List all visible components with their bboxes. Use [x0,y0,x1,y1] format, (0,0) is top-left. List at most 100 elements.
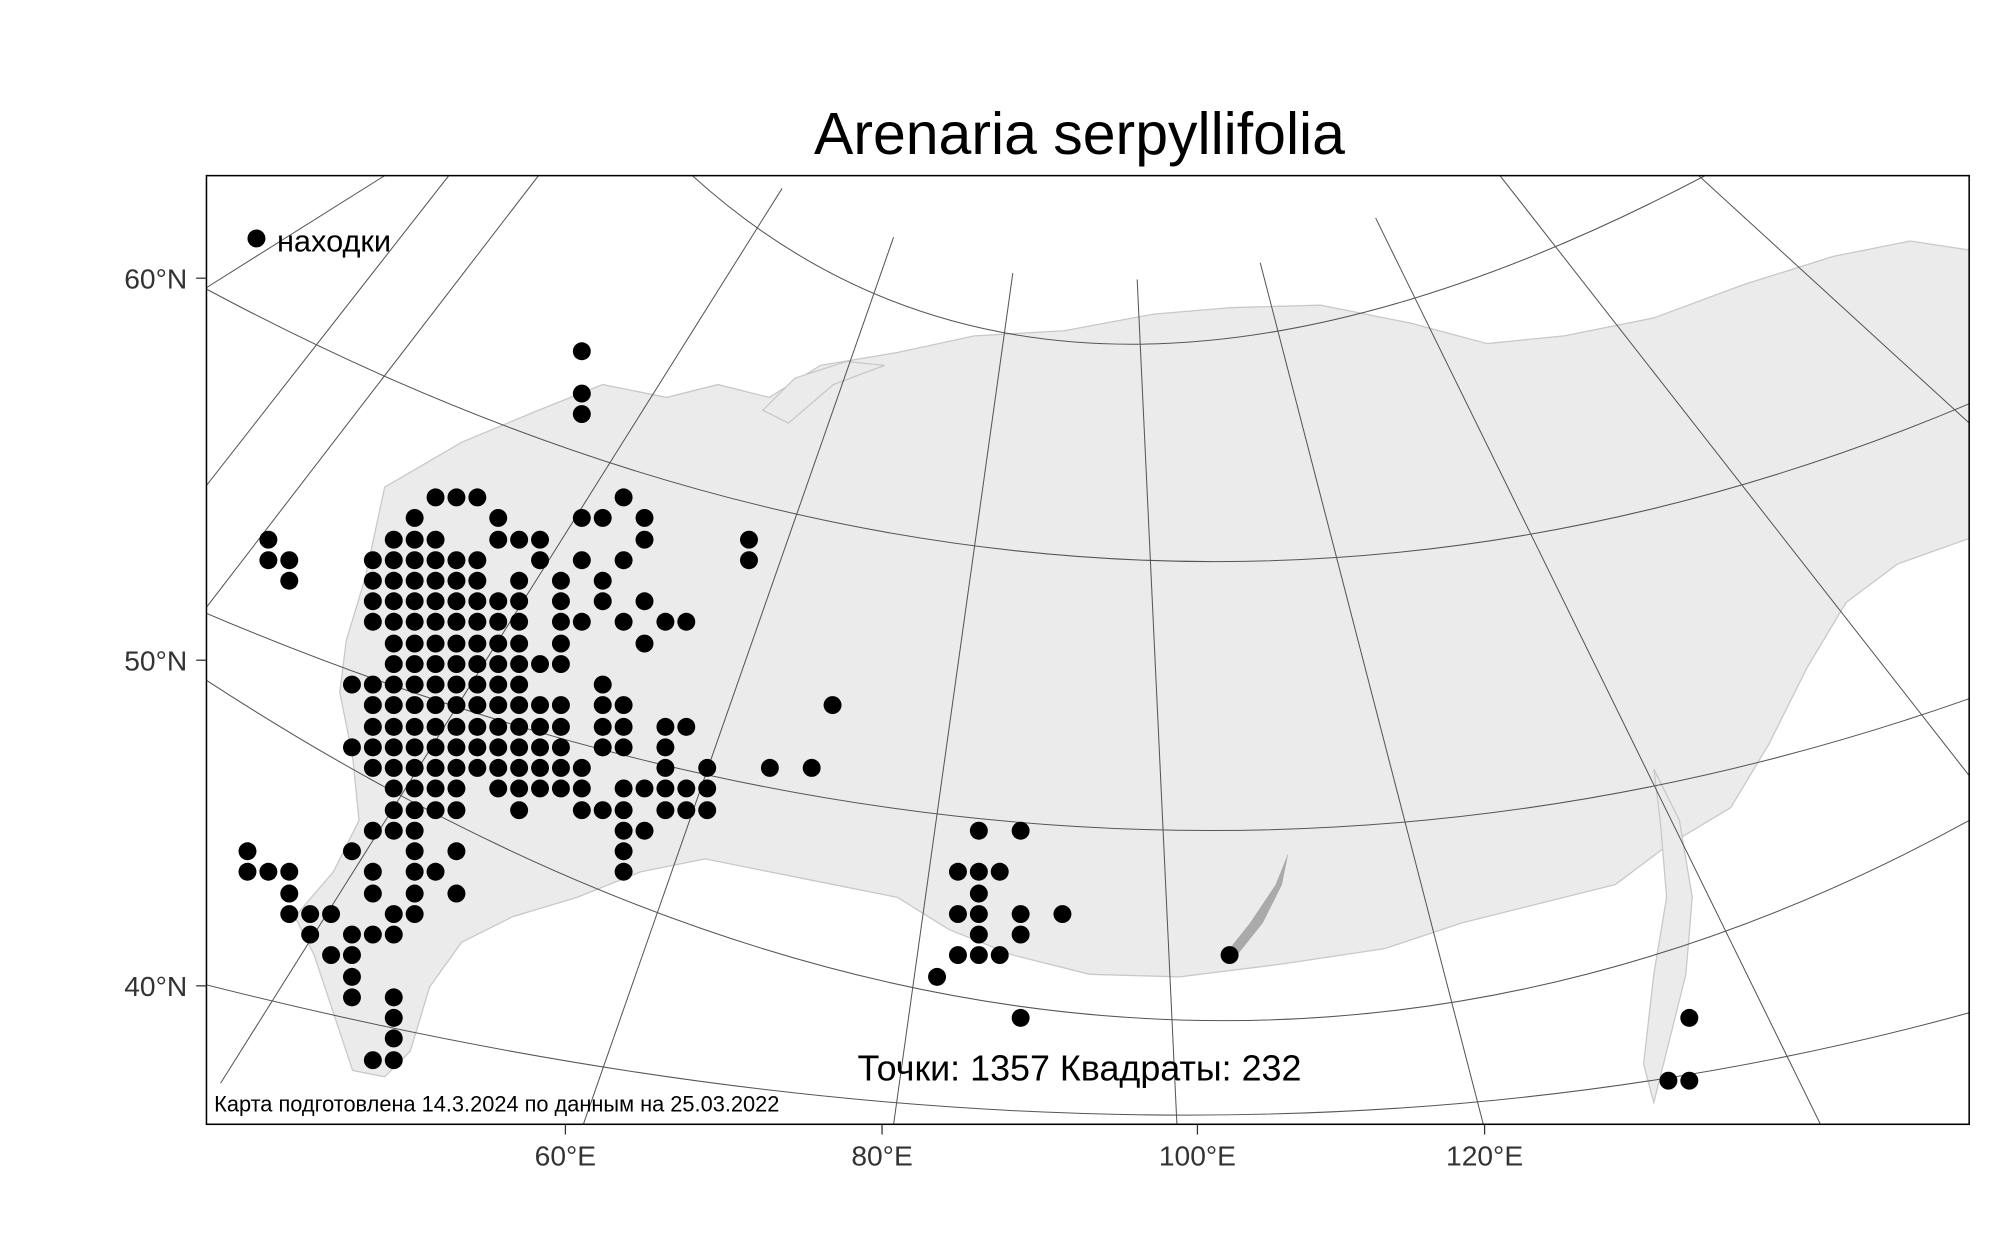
finding-dot [447,884,466,903]
finding-dot [614,821,633,840]
finding-dot [342,946,361,965]
finding-dot [510,738,529,757]
meridian [1259,262,1484,1125]
finding-dot [468,571,487,590]
finding-dot [405,779,424,798]
finding-dot [990,946,1009,965]
finding-dot [510,696,529,715]
finding-dot [510,675,529,694]
finding-dot [280,551,299,570]
finding-dot [468,592,487,611]
finding-dot [677,801,696,820]
finding-dot [656,758,675,777]
finding-dot [447,717,466,736]
finding-dot [468,758,487,777]
finding-dot [405,738,424,757]
finding-dot [551,571,570,590]
finding-dot [614,488,633,507]
finding-dot [572,612,591,631]
legend-label: находки [277,223,391,258]
findings [238,342,1699,1090]
meridian [206,175,385,289]
finding-dot [426,612,445,631]
finding-dot [259,862,278,881]
finding-dot [384,612,403,631]
finding-dot [447,655,466,674]
finding-dot [426,530,445,549]
finding-dot [969,946,988,965]
finding-dot [426,696,445,715]
finding-dot [363,758,382,777]
finding-dot [447,571,466,590]
finding-dot [990,862,1009,881]
finding-dot [426,717,445,736]
finding-dot [948,862,967,881]
finding-dot [363,862,382,881]
finding-dot [384,717,403,736]
finding-dot [551,758,570,777]
finding-dot [384,1029,403,1048]
finding-dot [593,592,612,611]
finding-dot [551,655,570,674]
finding-dot [531,779,550,798]
finding-dot [468,612,487,631]
land [1642,768,1693,1106]
finding-dot [405,530,424,549]
finding-dot [593,508,612,527]
stats: Точки: 1357 Квадраты: 232 [857,1049,1301,1089]
finding-dot [551,634,570,653]
finding-dot [593,571,612,590]
finding-dot [928,967,947,986]
meridian [893,272,1014,1125]
lat-label: 60°N [124,262,187,294]
finding-dot [551,612,570,631]
finding-dot [635,779,654,798]
finding-dot [510,801,529,820]
finding-dot [468,634,487,653]
finding-dot [405,571,424,590]
finding-dot [405,862,424,881]
lon-label: 120°E [1446,1139,1523,1171]
finding-dot [1053,905,1072,924]
finding-dot [363,592,382,611]
meridian [206,175,450,487]
finding-dot [363,675,382,694]
parallel [206,679,1970,1022]
finding-dot [384,1051,403,1070]
finding-dot [405,821,424,840]
finding-dot [510,717,529,736]
finding-dot [342,675,361,694]
finding-dot [405,612,424,631]
finding-dot [551,779,570,798]
finding-dot [468,551,487,570]
finding-dot [635,508,654,527]
finding-dot [363,738,382,757]
finding-dot [1680,1008,1699,1027]
finding-dot [405,655,424,674]
meridian [1698,175,1970,424]
finding-dot [489,675,508,694]
finding-dot [426,551,445,570]
parallel [206,288,1970,563]
lon-label: 60°E [535,1139,596,1171]
finding-dot [635,530,654,549]
finding-dot [614,696,633,715]
finding-dot [363,571,382,590]
finding-dot [698,779,717,798]
finding-dot [363,551,382,570]
finding-dot [322,905,341,924]
finding-dot [572,405,591,424]
finding-dot [426,738,445,757]
finding-dot [510,612,529,631]
finding-dot [948,946,967,965]
lon-axis: 60°E 80°E 100°E 120°E [535,1124,1523,1171]
finding-dot [426,634,445,653]
finding-dot [384,1008,403,1027]
lon-label: 100°E [1159,1139,1236,1171]
finding-dot [531,717,550,736]
finding-dot [635,634,654,653]
finding-dot [447,612,466,631]
finding-dot [677,717,696,736]
finding-dot [1220,946,1239,965]
